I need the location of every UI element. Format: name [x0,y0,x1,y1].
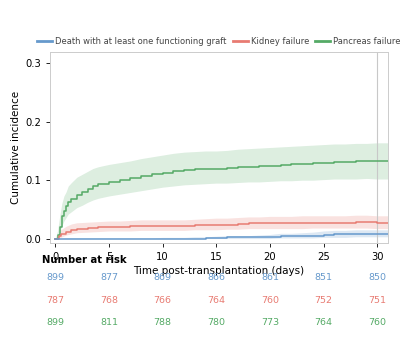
Text: 851: 851 [315,273,333,282]
Text: 760: 760 [368,318,386,327]
Text: 768: 768 [100,296,118,305]
Text: 861: 861 [261,273,279,282]
Text: 788: 788 [154,318,172,327]
Text: 866: 866 [207,273,225,282]
Text: 787: 787 [46,296,64,305]
Text: 764: 764 [207,296,225,305]
Text: 773: 773 [261,318,279,327]
Text: 850: 850 [368,273,386,282]
Text: 752: 752 [315,296,333,305]
Text: 780: 780 [207,318,225,327]
Text: 899: 899 [46,318,64,327]
Text: 751: 751 [368,296,386,305]
X-axis label: Time post-transplantation (days): Time post-transplantation (days) [134,266,304,276]
Y-axis label: Cumulative incidence: Cumulative incidence [11,91,21,204]
Text: 869: 869 [154,273,172,282]
Text: 760: 760 [261,296,279,305]
Legend: Death with at least one functioning graft, Kidney failure, Pancreas failure: Death with at least one functioning graf… [37,37,400,46]
Text: 764: 764 [315,318,333,327]
Text: 811: 811 [100,318,118,327]
Text: 766: 766 [154,296,172,305]
Text: 899: 899 [46,273,64,282]
Text: 877: 877 [100,273,118,282]
Text: Number at risk: Number at risk [42,256,127,265]
